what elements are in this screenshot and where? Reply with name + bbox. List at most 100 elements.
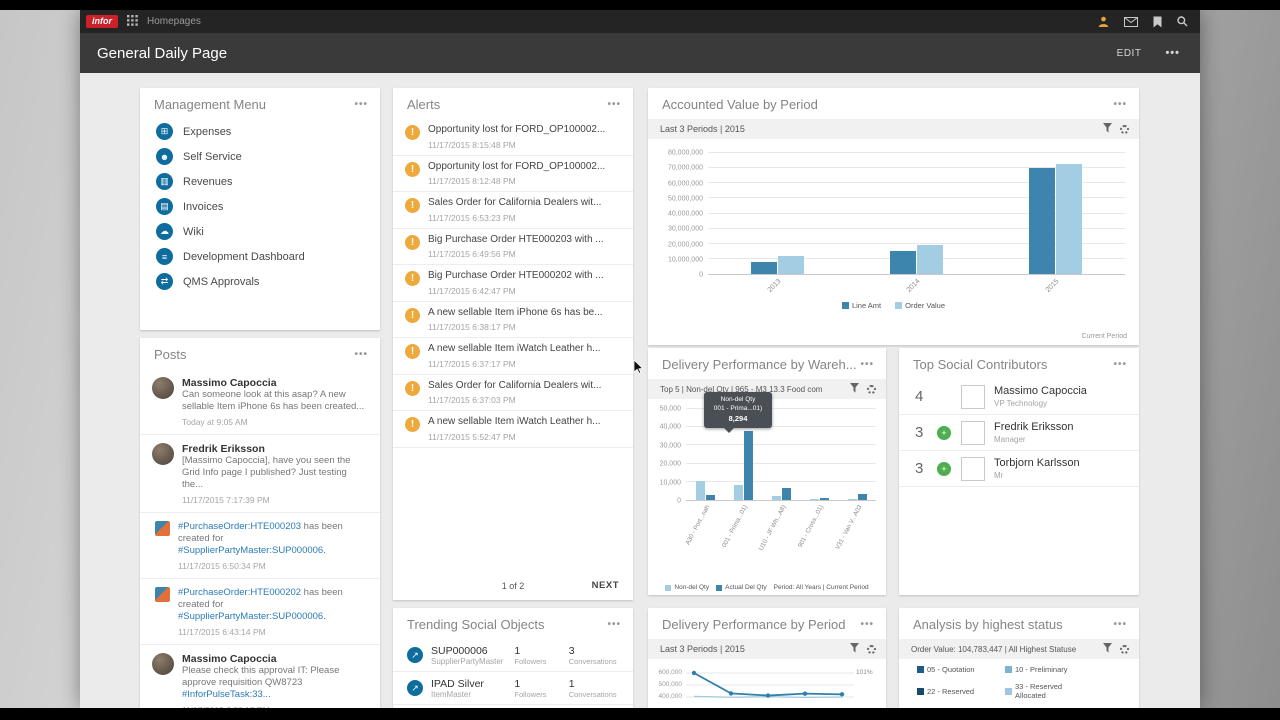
widget-overflow-menu[interactable]: ••• [354, 349, 368, 360]
bar[interactable] [771, 495, 781, 500]
infor-logo[interactable]: infor [86, 15, 118, 28]
bar[interactable] [705, 494, 715, 500]
x-axis-label: 2013 [766, 278, 783, 294]
legend-swatch [895, 302, 903, 309]
x-axis-label: V31 - Van V...A03 [833, 504, 864, 551]
widget-overflow-menu[interactable]: ••• [607, 99, 621, 110]
bar[interactable] [778, 255, 804, 274]
bar[interactable] [695, 480, 705, 500]
alert-item[interactable]: ! A new sellable Item iPhone 6s has be..… [393, 302, 633, 338]
bar[interactable] [733, 484, 743, 500]
follow-badge[interactable]: + [937, 425, 951, 440]
bar[interactable] [857, 493, 867, 500]
trending-item[interactable]: ↗ SUP000006 SupplierPartyMaster 1 Follow… [393, 639, 633, 672]
gridline [708, 212, 1125, 214]
alert-item[interactable]: ! Opportunity lost for FORD_OP100002... … [393, 119, 633, 156]
widget-overflow-menu[interactable]: ••• [1113, 619, 1127, 630]
gridline [708, 182, 1125, 184]
post-item[interactable]: Fredrik Eriksson [Massimo Capoccia], hav… [140, 435, 380, 513]
filter-icon[interactable] [1103, 643, 1112, 655]
bar[interactable] [781, 488, 791, 500]
widget-overflow-menu[interactable]: ••• [860, 619, 874, 630]
bar[interactable] [819, 498, 829, 500]
contributor-row[interactable]: 3 + Fredrik Eriksson Manager [899, 415, 1139, 451]
filter-icon[interactable] [850, 643, 859, 655]
gridline [686, 480, 876, 482]
settings-icon[interactable] [867, 384, 876, 394]
tooltip-series: Non-del Qty [720, 396, 756, 403]
widget-overflow-menu[interactable]: ••• [1113, 359, 1127, 370]
menu-item-revenues[interactable]: ▥ Revenues [140, 169, 380, 194]
post-item[interactable]: Massimo Capoccia Please check this appro… [140, 645, 380, 708]
alert-item[interactable]: ! Sales Order for California Dealers wit… [393, 375, 633, 411]
contributor-row[interactable]: 3 + Torbjorn Karlsson Mr [899, 451, 1139, 487]
menu-item-self-service[interactable]: ☻ Self Service [140, 144, 380, 169]
x-axis-label: 001 - Prima...01) [720, 504, 750, 549]
alert-text: Big Purchase Order HTE000202 with ... [428, 270, 604, 281]
post-author: Massimo Capoccia [182, 377, 277, 389]
breadcrumb[interactable]: Homepages [147, 16, 201, 27]
post-timestamp: 11/17/2015 6:43:14 PM [178, 626, 266, 637]
alert-item[interactable]: ! Sales Order for California Dealers wit… [393, 192, 633, 229]
menu-item-wiki[interactable]: ☁ Wiki [140, 219, 380, 244]
bar[interactable] [917, 245, 943, 274]
next-page-button[interactable]: NEXT [591, 580, 619, 591]
filter-icon[interactable] [850, 383, 859, 395]
object-link[interactable]: #InforPulseTask:33... [182, 689, 271, 701]
trending-item[interactable]: ↗ IPAD Silver ItemMaster 1 Followers 1 C… [393, 672, 633, 705]
bar[interactable] [809, 499, 819, 500]
contributor-role: Mr [994, 470, 1004, 480]
page-overflow-menu[interactable]: ••• [1165, 47, 1180, 59]
object-link[interactable]: #PurchaseOrder:HTE000203 [178, 520, 302, 532]
warning-icon: ! [405, 161, 420, 177]
widget-overflow-menu[interactable]: ••• [354, 99, 368, 110]
menu-item-expenses[interactable]: ⊞ Expenses [140, 119, 380, 144]
menu-item-invoices[interactable]: ▤ Invoices [140, 194, 380, 219]
app-grid-icon[interactable] [127, 13, 138, 31]
search-icon[interactable] [1177, 16, 1188, 27]
settings-icon[interactable] [1120, 644, 1129, 654]
object-link[interactable]: #SupplierPartyMaster:SUP000006. [178, 545, 326, 557]
menu-item-development-dashboard[interactable]: ≡ Development Dashboard [140, 244, 380, 269]
bar[interactable] [1029, 168, 1055, 274]
post-item[interactable]: Massimo Capoccia Can someone look at thi… [140, 369, 380, 435]
contributor-row[interactable]: 4 Massimo Capoccia VP Technology [899, 379, 1139, 415]
alert-item[interactable]: ! Big Purchase Order HTE000203 with ... … [393, 229, 633, 265]
x-axis-label: 2014 [905, 278, 922, 294]
conversations-label: Conversations [568, 689, 617, 699]
bar[interactable] [1056, 163, 1082, 274]
menu-item-qms-approvals[interactable]: ⇄ QMS Approvals [140, 269, 380, 294]
legend-swatch [1005, 666, 1012, 673]
follow-badge[interactable]: + [937, 461, 951, 476]
user-icon[interactable] [1098, 16, 1109, 27]
settings-icon[interactable] [867, 644, 876, 654]
bar[interactable] [847, 499, 857, 500]
avatar [152, 442, 174, 465]
chart-legend: Line Amt Order Value [648, 301, 1139, 310]
object-link[interactable]: #PurchaseOrder:HTE000202 [178, 586, 302, 598]
alert-item[interactable]: ! A new sellable Item iWatch Leather h..… [393, 338, 633, 375]
warning-icon: ! [405, 125, 420, 140]
chart-filter-bar: Last 3 Periods | 2015 [648, 119, 1139, 139]
bar[interactable] [743, 430, 753, 500]
alert-item[interactable]: ! Big Purchase Order HTE000202 with ... … [393, 265, 633, 302]
alert-item[interactable]: ! A new sellable Item iWatch Leather h..… [393, 411, 633, 448]
x-axis-label: A30 - Port...nah [684, 504, 712, 547]
bar[interactable] [751, 261, 777, 274]
widget-overflow-menu[interactable]: ••• [1113, 99, 1127, 110]
alert-timestamp: 11/17/2015 6:37:17 PM [428, 358, 516, 369]
bar[interactable] [890, 251, 916, 274]
widget-title: Posts [154, 347, 187, 362]
post-item[interactable]: #PurchaseOrder:HTE000202 has been create… [140, 579, 380, 645]
edit-button[interactable]: EDIT [1116, 47, 1142, 59]
followers-count: 1 [514, 644, 521, 657]
filter-icon[interactable] [1103, 123, 1112, 135]
widget-overflow-menu[interactable]: ••• [607, 619, 621, 630]
post-item[interactable]: #PurchaseOrder:HTE000203 has been create… [140, 513, 380, 579]
object-link[interactable]: #SupplierPartyMaster:SUP000006. [178, 611, 326, 623]
bookmark-icon[interactable] [1153, 16, 1162, 28]
widget-overflow-menu[interactable]: ••• [860, 359, 874, 370]
settings-icon[interactable] [1120, 124, 1129, 134]
mail-icon[interactable] [1124, 16, 1138, 27]
alert-item[interactable]: ! Opportunity lost for FORD_OP100002... … [393, 156, 633, 192]
